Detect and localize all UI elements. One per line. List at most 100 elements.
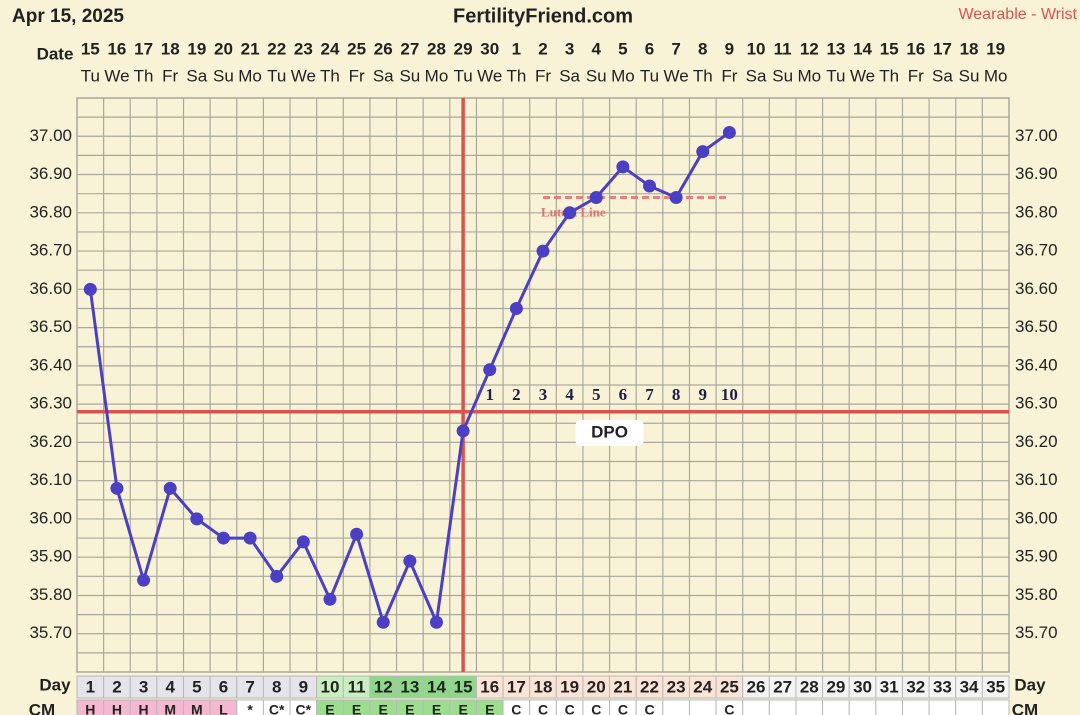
dpo-label: DPO: [591, 422, 628, 441]
dpo-number: 2: [512, 385, 521, 404]
y-tick-label-right: 36.80: [1015, 202, 1058, 221]
day-number: 7: [245, 677, 254, 696]
temperature-point: [350, 527, 364, 541]
cm-value: C: [724, 702, 734, 715]
day-label: Day: [39, 675, 71, 694]
weekday-label: Fr: [349, 66, 365, 85]
dpo-number: 3: [539, 385, 548, 404]
dpo-number: 8: [672, 385, 681, 404]
day-number: 18: [534, 677, 553, 696]
cm-value: C*: [269, 702, 285, 715]
day-number: 2: [112, 677, 121, 696]
temperature-point: [669, 190, 683, 204]
date-label: 9: [725, 39, 734, 58]
source-label: Wearable - Wrist: [958, 6, 1077, 23]
weekday-label: Sa: [186, 66, 207, 85]
date-label: 19: [187, 39, 206, 58]
date-label: 19: [986, 39, 1005, 58]
cm-value: L: [219, 702, 228, 715]
day-number: 22: [640, 677, 659, 696]
weekday-label: Th: [320, 66, 340, 85]
cm-value: C: [538, 702, 548, 715]
temperature-point: [376, 615, 390, 629]
date-label: 12: [800, 39, 819, 58]
weekday-label: We: [850, 66, 875, 85]
date-label: 24: [321, 39, 340, 58]
dpo-number: 5: [592, 385, 601, 404]
date-label: 7: [671, 39, 680, 58]
weekday-label: Fr: [162, 66, 178, 85]
date-label: 4: [592, 39, 602, 58]
weekday-label: Mo: [797, 66, 821, 85]
cm-cell: [875, 699, 903, 715]
y-tick-label-right: 36.70: [1015, 241, 1058, 260]
dpo-number: 7: [645, 385, 654, 404]
y-tick-label-right: 37.00: [1015, 126, 1058, 145]
date-label: 8: [698, 39, 707, 58]
date-label: 14: [853, 39, 872, 58]
y-tick-label-right: 36.90: [1015, 164, 1058, 183]
cm-value: C: [565, 702, 575, 715]
day-number: 24: [693, 677, 712, 696]
cm-cell: [822, 699, 850, 715]
temperature-point: [296, 535, 310, 549]
temperature-point: [509, 301, 523, 315]
y-tick-label-right: 36.50: [1015, 317, 1058, 336]
date-label: 6: [645, 39, 654, 58]
day-number: 17: [507, 677, 526, 696]
temperature-point: [83, 282, 97, 296]
weekday-label: Fr: [908, 66, 924, 85]
cm-cell: [795, 699, 824, 715]
cm-value: H: [112, 702, 122, 715]
day-number: 27: [773, 677, 792, 696]
day-number: 3: [139, 677, 148, 696]
y-tick-label: 36.90: [29, 164, 72, 183]
cm-value: E: [405, 702, 414, 715]
y-tick-label: 36.20: [29, 432, 72, 451]
temperature-point: [403, 554, 417, 568]
day-number: 6: [219, 677, 228, 696]
weekday-label: Mo: [984, 66, 1008, 85]
date-label: 1: [512, 39, 521, 58]
y-tick-label-right: 35.80: [1015, 585, 1058, 604]
temperature-point: [456, 424, 470, 438]
temperature-point: [722, 125, 736, 139]
dpo-number: 1: [485, 385, 494, 404]
dpo-number: 9: [699, 385, 708, 404]
temperature-point: [429, 615, 443, 629]
weekday-label: Tu: [826, 66, 845, 85]
day-number: 12: [374, 677, 393, 696]
day-number: 32: [906, 677, 925, 696]
weekday-label: Th: [693, 66, 713, 85]
cm-value: M: [191, 702, 203, 715]
date-label: 3: [565, 39, 574, 58]
cm-value: E: [352, 702, 361, 715]
cm-cell: [768, 699, 797, 715]
temperature-point: [563, 206, 577, 220]
weekday-label: Th: [134, 66, 154, 85]
weekday-label: Su: [959, 66, 980, 85]
date-label: 15: [880, 39, 899, 58]
weekday-label: Mo: [425, 66, 449, 85]
day-cell: [981, 675, 1010, 699]
day-number: 29: [826, 677, 845, 696]
date-label: 28: [427, 39, 446, 58]
date-label: 23: [294, 39, 313, 58]
date-label: 25: [347, 39, 366, 58]
y-tick-label: 35.70: [29, 623, 72, 642]
cm-value: E: [485, 702, 494, 715]
day-number: 30: [853, 677, 872, 696]
date-label: 20: [214, 39, 233, 58]
day-number: 33: [933, 677, 952, 696]
date-label: Date: [37, 44, 74, 63]
weekday-label: Tu: [267, 66, 286, 85]
dpo-number: 6: [619, 385, 628, 404]
y-tick-label: 36.40: [29, 355, 72, 374]
y-tick-label-right: 36.10: [1015, 470, 1058, 489]
day-number: 16: [480, 677, 499, 696]
y-tick-label-right: 35.70: [1015, 623, 1058, 642]
date-label: 17: [933, 39, 952, 58]
weekday-label: Th: [879, 66, 899, 85]
day-number: 11: [348, 677, 366, 696]
